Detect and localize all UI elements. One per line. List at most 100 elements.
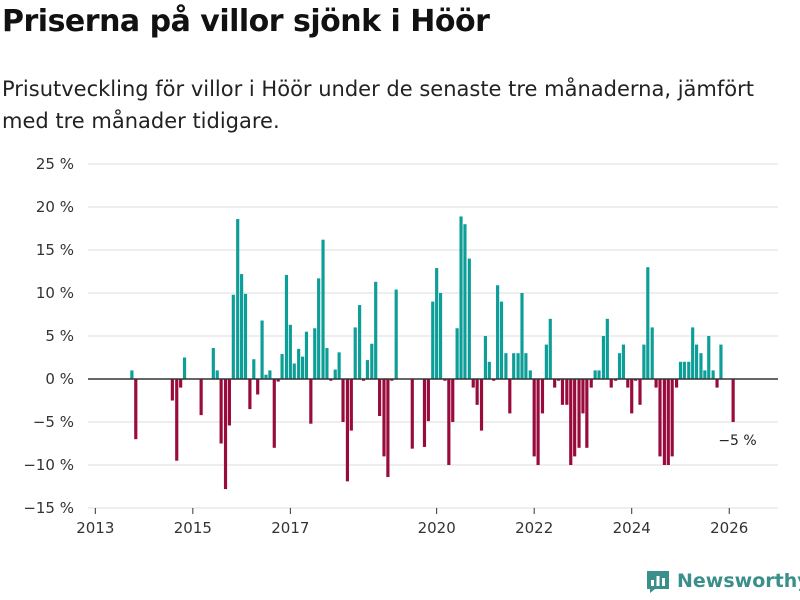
bar [731,379,735,422]
bar [678,361,683,379]
bar [585,379,589,448]
bar [130,370,134,379]
bar [621,344,626,379]
bar [544,344,548,379]
bar [260,320,264,379]
bar [317,278,321,379]
bar [280,354,284,379]
bar [573,379,577,457]
bar [182,357,187,379]
bar [711,370,715,379]
x-tick-label: 2015 [174,519,212,537]
bar [646,267,650,379]
bar [329,379,333,381]
bar [609,379,613,388]
newsworthy-logo[interactable]: Newsworthy [645,569,800,593]
bar [394,289,398,379]
bar [532,379,536,457]
bar [548,318,552,379]
y-tick-label: 5 % [45,327,74,345]
bar [614,379,618,381]
bar [447,379,451,465]
bar [297,348,301,379]
bar [516,353,520,379]
bar [512,353,516,379]
bar [264,374,268,379]
bar [496,285,500,379]
bar [304,331,309,379]
bar [284,274,289,379]
bar [617,353,622,379]
x-tick-label: 2017 [271,519,309,537]
bar [569,379,573,465]
bar [236,219,240,379]
x-tick-label: 2024 [613,519,651,537]
bar [276,379,280,382]
bar [556,379,561,381]
bar [390,379,394,381]
bar [227,379,231,426]
x-tick-label: 2013 [76,519,114,537]
bar [223,379,228,490]
bar [410,379,414,449]
bar [248,379,252,410]
bar [601,336,606,379]
bar [325,348,329,379]
bar [268,370,272,379]
bar [341,379,345,422]
bar [215,370,219,379]
bar [626,379,630,388]
bar [654,379,658,388]
bar [309,379,313,424]
bar [520,293,524,379]
bar [459,216,463,379]
bar [589,379,593,388]
bar [662,379,666,465]
chart-title: Priserna på villor sjönk i Höör [2,4,490,39]
y-tick-label: 0 % [45,370,74,388]
bar [345,379,350,482]
bar [630,379,634,414]
bar [378,379,382,416]
y-tick-label: 25 % [36,155,74,173]
bar [483,336,488,379]
bar [479,379,484,431]
bar [642,344,646,379]
bar [508,379,512,414]
bar [219,379,223,444]
bar [687,361,691,379]
bar [703,370,707,379]
bar [422,379,427,447]
bar [666,379,670,465]
bar [313,328,317,379]
y-tick-label: 20 % [36,198,74,216]
bar [593,370,597,379]
bar [658,379,662,457]
y-tick-label: 15 % [36,241,74,259]
bar [634,379,638,381]
bar [292,363,296,379]
bar [467,258,471,379]
y-tick-label: 10 % [36,284,74,302]
axis-layer: 25 % 20 % 15 % 10 % 5 % 0 % −5 % −10 % −15 %2013… [23,155,778,537]
bar-chart-icon [647,571,669,593]
bar [443,379,447,381]
bar [536,379,540,465]
bar [694,344,699,379]
bar [211,348,215,379]
bar [605,318,609,379]
bar [451,379,455,422]
bar [243,293,248,379]
bar [560,379,565,405]
y-tick-label: −10 % [23,456,74,474]
bar [674,379,679,388]
bar [553,379,557,388]
bar [638,379,642,405]
bar [175,379,179,461]
bar [382,379,386,457]
bar [288,324,292,379]
x-tick-label: 2022 [515,519,553,537]
y-tick-label: −5 % [33,413,74,431]
bar [358,305,362,379]
